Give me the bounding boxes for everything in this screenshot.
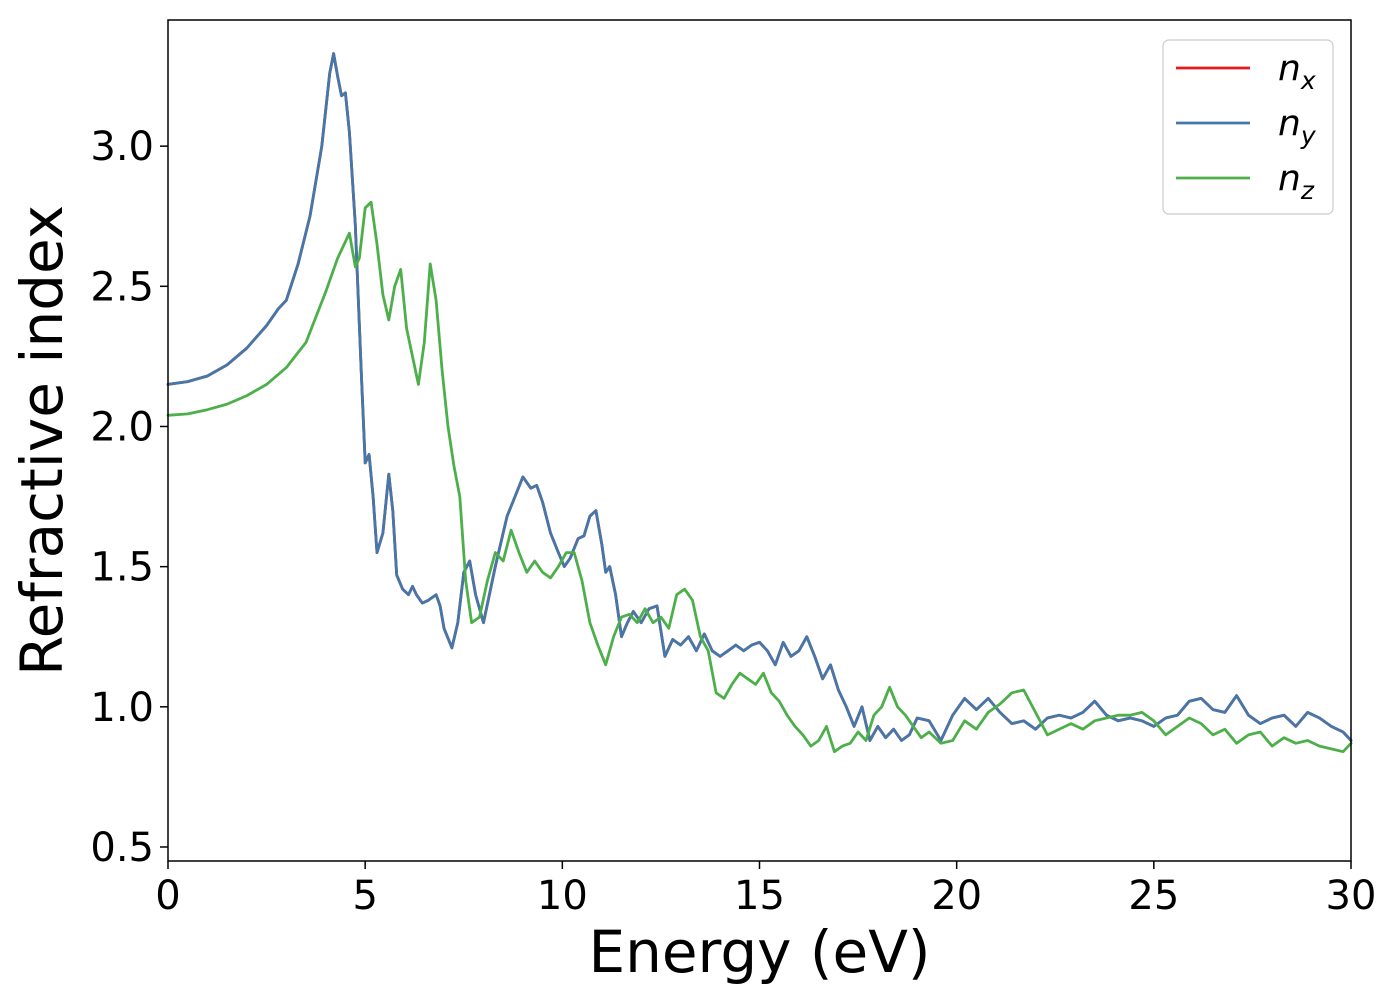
x-tick-label: 30 xyxy=(1326,873,1377,919)
x-tick-label: 15 xyxy=(734,873,785,919)
series-line-z xyxy=(166,200,1353,754)
legend-label-y: ny xyxy=(1278,103,1317,150)
y-tick-label: 2.5 xyxy=(90,264,154,310)
y-axis-label: Refractive index xyxy=(8,205,76,676)
y-tick-label: 1.5 xyxy=(90,545,154,591)
legend: nx ny nz xyxy=(1162,39,1334,215)
x-tick-label: 0 xyxy=(155,873,180,919)
x-tick-label: 25 xyxy=(1128,873,1179,919)
y-tick-label: 3.0 xyxy=(90,124,154,170)
series-layer xyxy=(166,52,1353,754)
y-tick-label: 0.5 xyxy=(90,825,154,871)
x-axis-label: Energy (eV) xyxy=(588,918,930,986)
y-tick-label: 2.0 xyxy=(90,404,154,450)
series-line-y xyxy=(166,52,1353,742)
legend-frame xyxy=(1162,39,1334,215)
legend-label-x: nx xyxy=(1278,48,1316,95)
x-tick-label: 20 xyxy=(931,873,982,919)
x-tick-label: 5 xyxy=(352,873,377,919)
x-axis-ticks: 0 5 10 15 20 25 30 xyxy=(155,861,1376,919)
y-tick-label: 1.0 xyxy=(90,685,154,731)
legend-label-z: nz xyxy=(1278,158,1315,205)
x-tick-label: 10 xyxy=(537,873,588,919)
y-axis-ticks: 0.5 1.0 1.5 2.0 2.5 3.0 xyxy=(90,124,168,871)
